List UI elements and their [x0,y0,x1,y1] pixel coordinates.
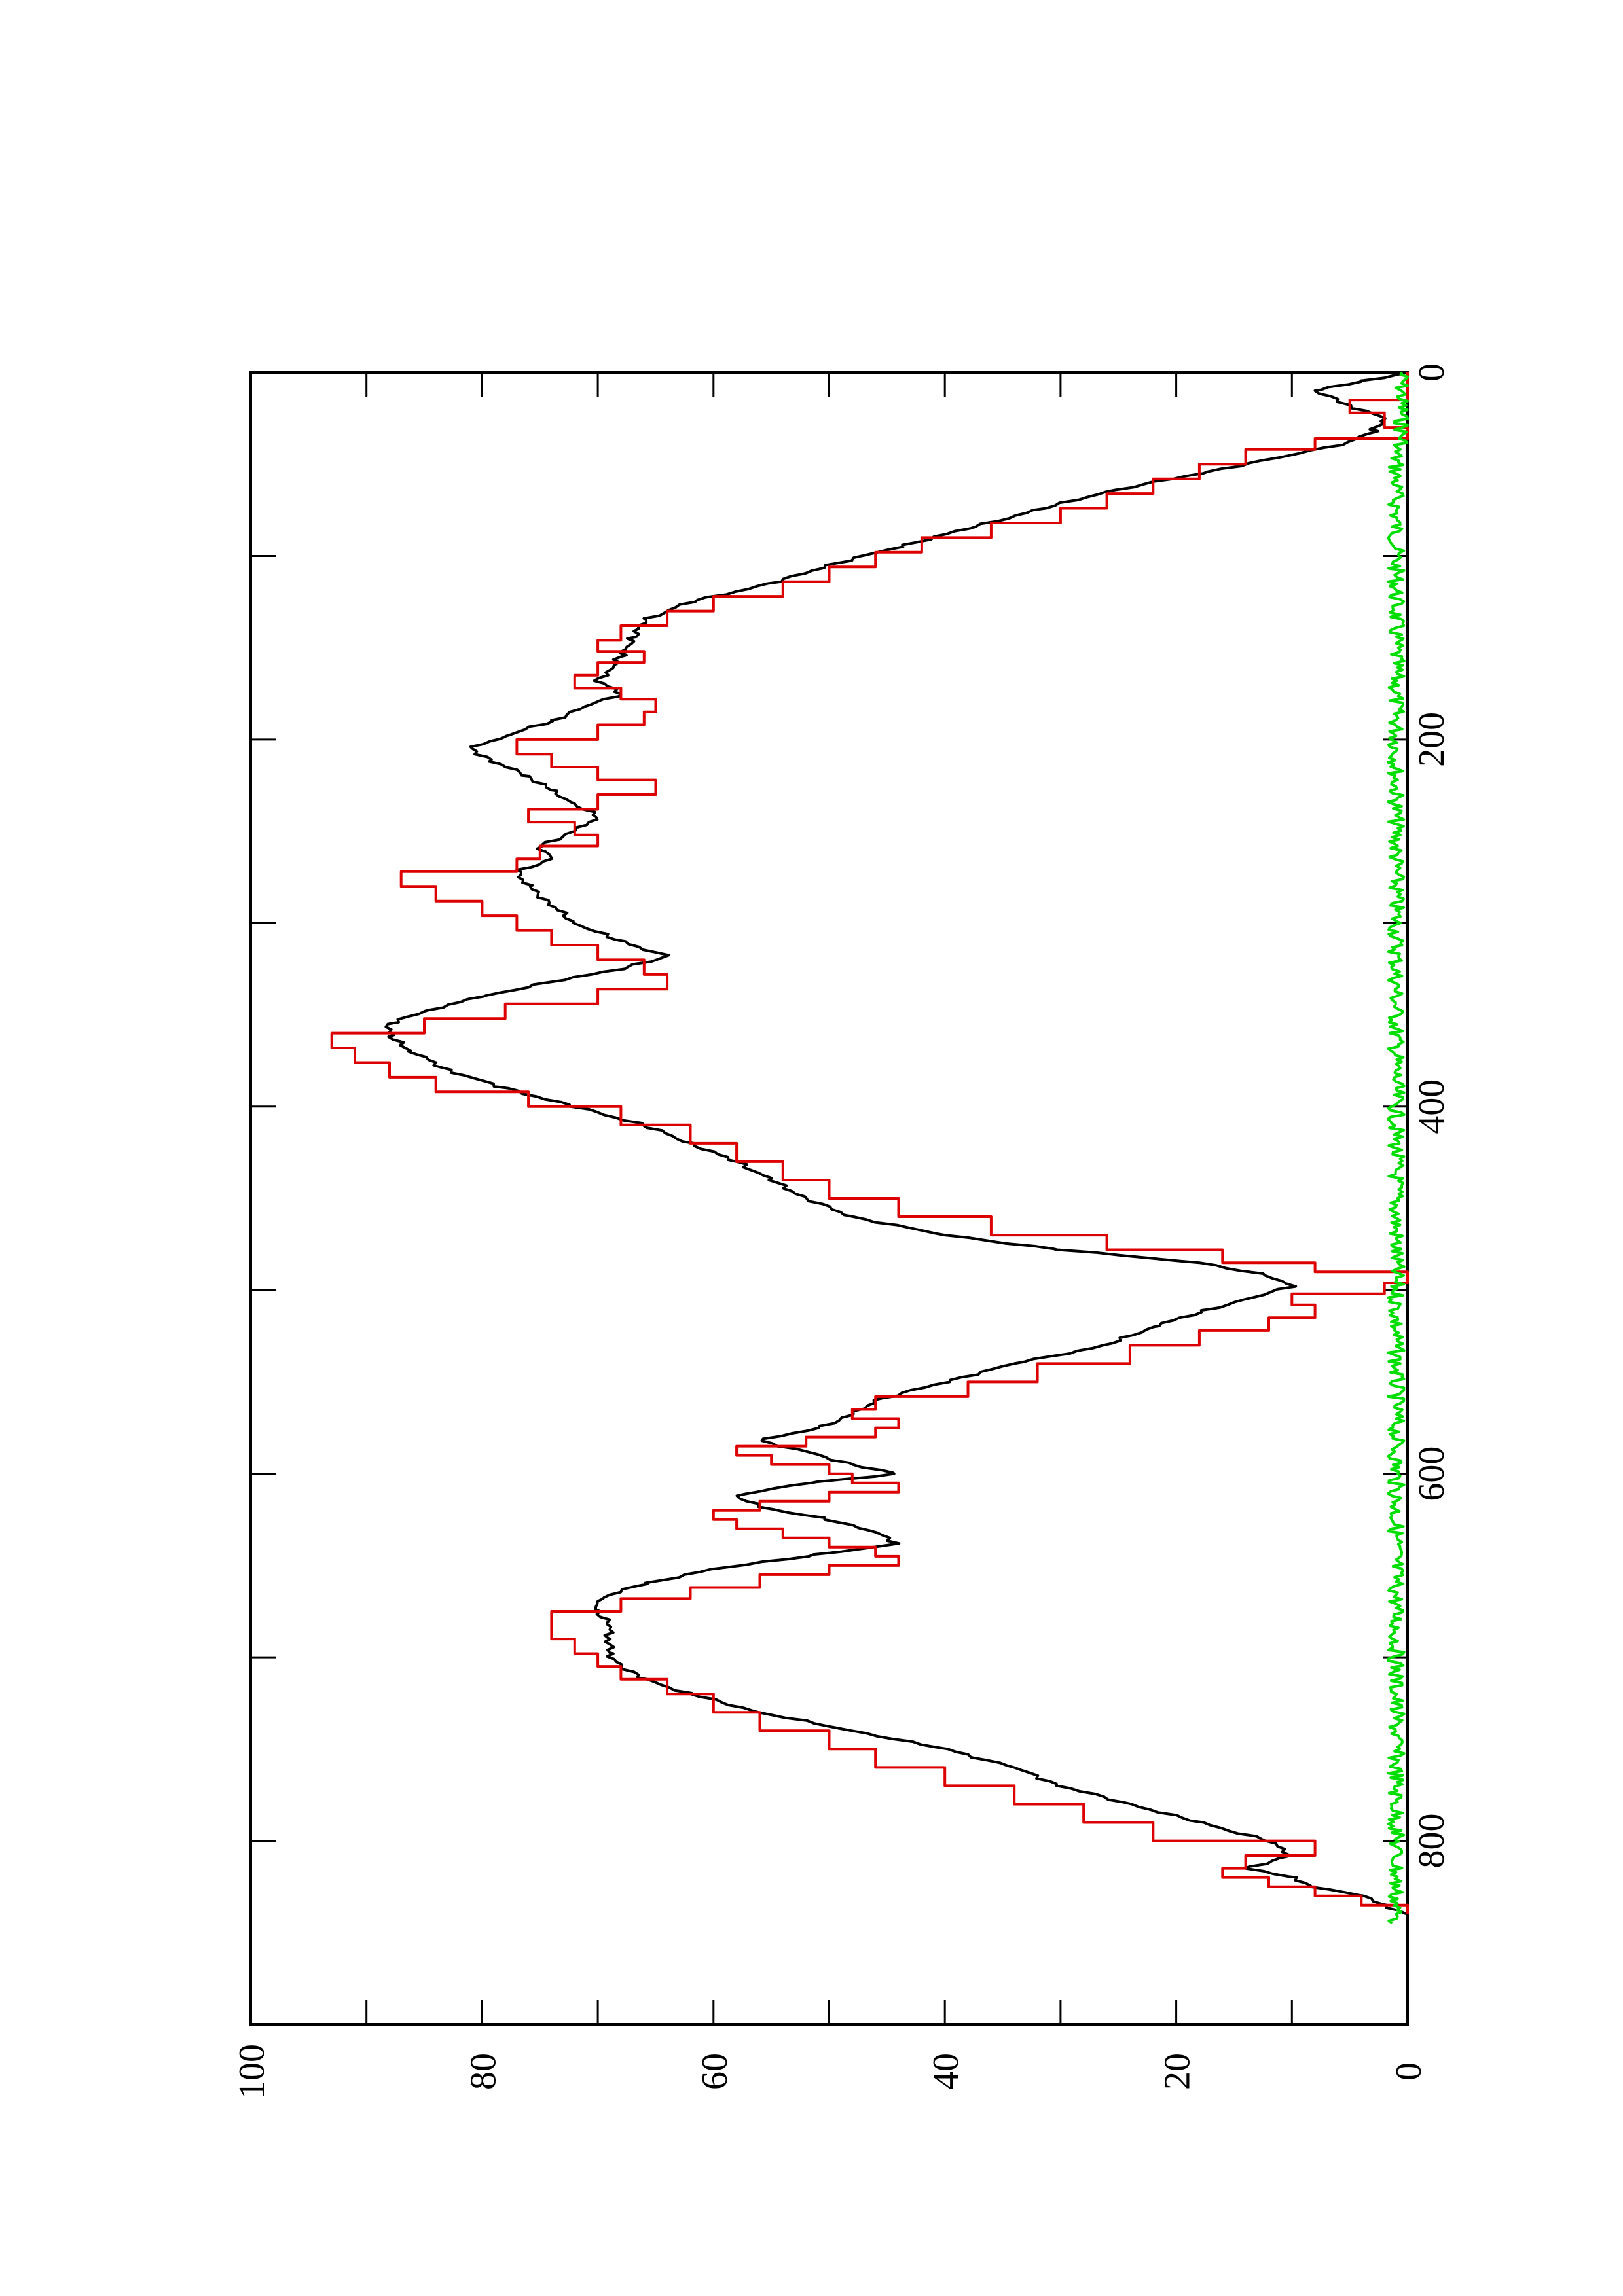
y-tick-label: 40 [926,2053,966,2090]
tick-labels: 0 200 400 600 800 0 20 40 60 80 100 [232,363,1452,2099]
series-line-2 [330,372,1409,1914]
series-group [330,371,1409,1924]
x-tick-label: 600 [1412,1446,1452,1501]
y-tick-label: 80 [463,2053,503,2090]
x-tick-label: 400 [1412,1079,1452,1134]
axis-ticks [249,371,1409,2026]
x-tick-label: 0 [1412,363,1452,382]
y-tick-label: 60 [695,2053,735,2090]
series-line-3 [1387,372,1409,1924]
series-line-1 [384,371,1408,1916]
y-tick-label: 100 [232,2044,272,2099]
y-tick-label: 0 [1389,2062,1429,2081]
x-tick-label: 200 [1412,712,1452,767]
y-tick-label: 20 [1158,2053,1198,2090]
x-tick-label: 800 [1412,1814,1452,1869]
